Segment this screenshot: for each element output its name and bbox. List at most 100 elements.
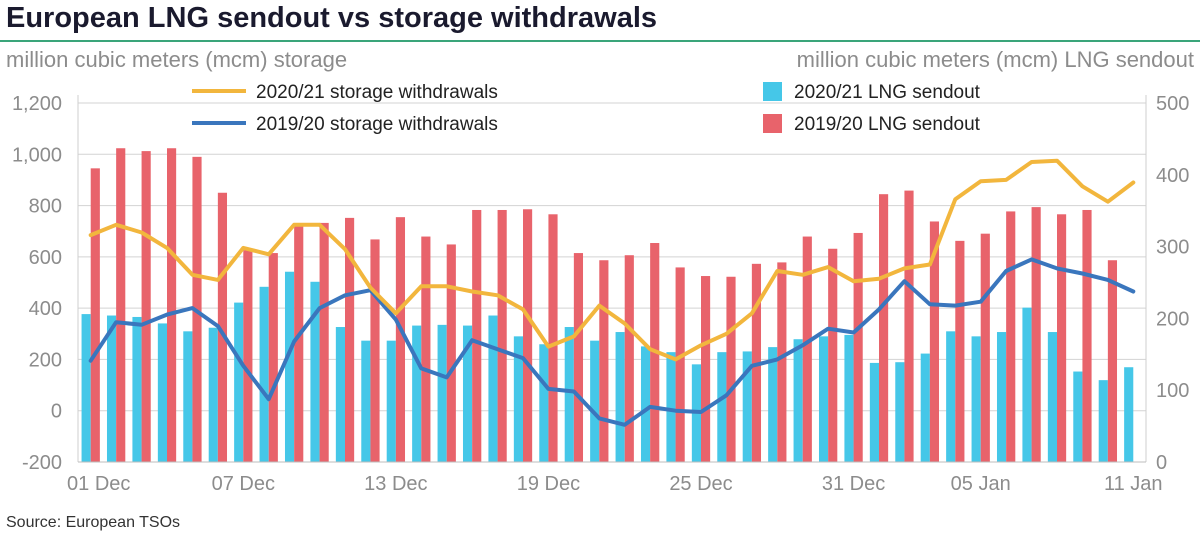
bar-lng-2019-20 [802, 236, 812, 462]
x-tick-label: 19 Dec [517, 473, 580, 495]
bar-lng-2019-20 [1082, 209, 1092, 462]
bar-lng-2019-20 [701, 276, 711, 462]
bar-lng-2020-21 [106, 315, 117, 462]
axes: -200 0 200 400 600 800 1,000 1,200 0 100 200 300 400… [12, 93, 1189, 495]
bar-lng-2019-20 [1057, 214, 1067, 462]
bar-lng-2019-20 [573, 253, 584, 462]
y-right-tick-label: 100 [1156, 380, 1189, 402]
bar-lng-2020-21 [996, 332, 1007, 462]
legend: 2020/21 storage withdrawals 2019/20 stor… [192, 82, 981, 135]
y-left-tick-label: 800 [29, 196, 62, 218]
bar-lng-2020-21 [386, 340, 396, 462]
x-tick-label: 25 Dec [669, 473, 732, 495]
bar-lng-2020-21 [234, 302, 244, 462]
bar-lng-2020-21 [615, 332, 625, 462]
bar-lng-2019-20 [243, 250, 253, 462]
bar-lng-2019-20 [777, 262, 787, 462]
bar-lng-2020-21 [1098, 380, 1108, 462]
y-left-tick-label: 200 [29, 349, 62, 371]
bar-lng-2019-20 [523, 209, 533, 462]
bar-lng-2019-20 [624, 255, 634, 462]
bar-lng-2020-21 [361, 340, 371, 462]
y-right-tick-label: 400 [1156, 165, 1189, 187]
y-left-tick-label: 1,200 [12, 93, 62, 115]
legend-swatch-lng-2021 [763, 82, 782, 101]
bar-lng-2020-21 [895, 362, 905, 462]
line-storage-2020-21 [88, 158, 1136, 362]
bar-lng-2019-20 [879, 194, 889, 462]
bar-lng-2020-21 [742, 351, 752, 462]
right-axis-title: million cubic meters (mcm) LNG sendout [796, 47, 1194, 72]
bar-lng-2020-21 [1022, 307, 1032, 462]
bar-lng-2020-21 [564, 327, 574, 462]
legend-label-lng-1920: 2019/20 LNG sendout [794, 114, 981, 135]
line-storage-2019-20 [88, 257, 1136, 427]
bar-lng-2019-20 [294, 225, 304, 462]
x-tick-label: 01 Dec [67, 473, 130, 495]
bar-lng-2019-20 [421, 236, 431, 462]
bar-lng-2020-21 [513, 336, 523, 462]
bar-lng-2019-20 [319, 222, 329, 462]
bar-lng-2019-20 [675, 267, 685, 462]
bar-lng-2019-20 [548, 214, 558, 462]
bar-lng-2019-20 [472, 209, 482, 462]
bar-lng-2020-21 [1047, 332, 1057, 462]
bar-lng-2019-20 [446, 244, 456, 462]
bar-lng-2020-21 [768, 347, 778, 462]
bar-lng-2019-20 [726, 276, 736, 462]
lines [88, 158, 1136, 427]
legend-label-storage-2021: 2020/21 storage withdrawals [256, 82, 498, 103]
y-left-tick-label: 600 [29, 247, 62, 269]
y-right-tick-label: 0 [1156, 452, 1167, 474]
title-divider [0, 40, 1200, 42]
bar-lng-2019-20 [599, 260, 609, 462]
source-note: Source: European TSOs [6, 514, 181, 531]
bar-lng-2020-21 [157, 323, 167, 462]
bar-lng-2020-21 [462, 325, 473, 462]
bars [81, 148, 1134, 462]
left-axis-title: million cubic meters (mcm) storage [6, 47, 348, 72]
legend-swatch-lng-1920 [763, 114, 782, 133]
bar-lng-2019-20 [370, 239, 380, 462]
bar-lng-2020-21 [539, 344, 549, 462]
bar-lng-2019-20 [929, 221, 940, 462]
bar-lng-2020-21 [259, 286, 269, 462]
x-tick-label: 31 Dec [822, 473, 885, 495]
bar-lng-2020-21 [640, 346, 651, 462]
y-left-tick-label: -200 [22, 452, 62, 474]
bar-lng-2019-20 [345, 217, 355, 462]
bar-lng-2020-21 [310, 281, 320, 462]
bar-lng-2020-21 [869, 362, 879, 462]
bar-lng-2019-20 [980, 233, 990, 462]
bar-lng-2020-21 [437, 324, 447, 462]
bar-lng-2019-20 [167, 148, 177, 462]
bar-lng-2019-20 [828, 248, 838, 462]
bar-lng-2020-21 [920, 353, 930, 462]
bar-lng-2019-20 [395, 217, 406, 462]
y-left-tick-label: 1,000 [12, 144, 62, 166]
y-right-tick-label: 500 [1156, 93, 1189, 115]
x-tick-label: 13 Dec [364, 473, 427, 495]
y-right-tick-label: 300 [1156, 237, 1189, 259]
legend-label-storage-1920: 2019/20 storage withdrawals [256, 114, 498, 135]
bar-lng-2019-20 [497, 209, 507, 462]
x-tick-label: 05 Jan [951, 473, 1011, 495]
chart-title: European LNG sendout vs storage withdraw… [6, 2, 658, 34]
bar-lng-2020-21 [208, 327, 218, 462]
bar-lng-2020-21 [488, 315, 498, 462]
bar-lng-2020-21 [818, 336, 829, 462]
bar-lng-2020-21 [1124, 367, 1134, 462]
x-tick-label: 11 Jan [1104, 473, 1163, 495]
y-left-tick-label: 0 [51, 401, 62, 423]
y-left-tick-label: 400 [29, 298, 62, 320]
bar-lng-2020-21 [335, 327, 345, 462]
bar-lng-2019-20 [853, 232, 863, 462]
bar-lng-2020-21 [81, 314, 91, 462]
bar-lng-2020-21 [717, 352, 727, 462]
y-right-tick-label: 200 [1156, 308, 1189, 330]
bar-lng-2020-21 [793, 339, 803, 462]
bar-lng-2020-21 [844, 334, 854, 462]
bar-lng-2019-20 [90, 168, 100, 462]
bar-lng-2020-21 [590, 340, 600, 462]
